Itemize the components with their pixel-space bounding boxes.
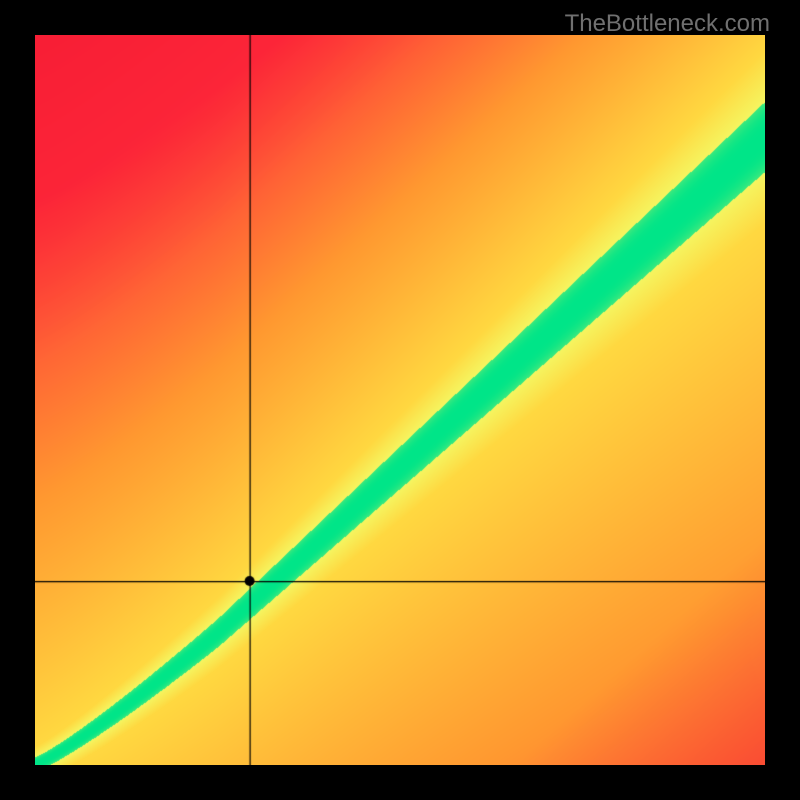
plot-area <box>35 35 765 765</box>
chart-container: TheBottleneck.com <box>0 0 800 800</box>
heatmap-canvas <box>35 35 765 765</box>
watermark-text: TheBottleneck.com <box>565 10 770 38</box>
